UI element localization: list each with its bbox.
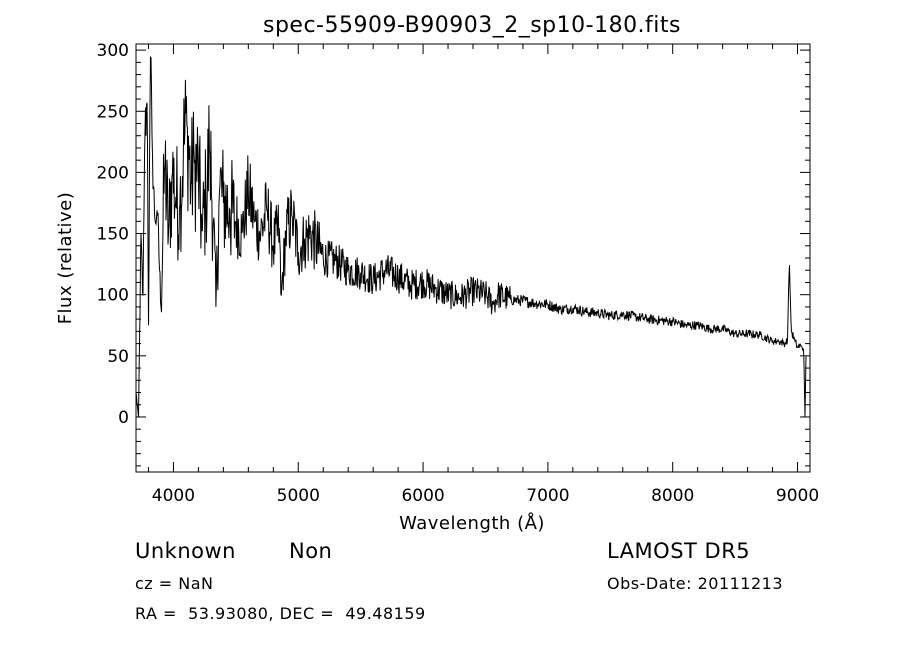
y-axis-label: Flux (relative)	[55, 192, 76, 325]
y-tick-label: 300	[97, 41, 129, 61]
x-axis-label: Wavelength (Å)	[399, 512, 545, 534]
y-tick-label: 150	[97, 225, 129, 245]
x-tick-label: 8000	[651, 486, 694, 506]
plot-frame	[135, 43, 811, 473]
y-tick-label: 50	[107, 347, 129, 367]
y-tick-label: 200	[97, 163, 129, 183]
x-tick-label: 6000	[401, 486, 444, 506]
x-tick-label: 9000	[776, 486, 819, 506]
y-tick-label: 100	[97, 286, 129, 306]
x-axis: 4000 5000 6000 7000 8000 9000	[147, 44, 819, 506]
coordinates: RA = 53.93080, DEC = 49.48159	[135, 604, 426, 623]
x-tick-label: 7000	[526, 486, 569, 506]
x-tick-label: 4000	[152, 486, 195, 506]
obs-date: Obs-Date: 20111213	[607, 574, 784, 593]
y-tick-label: 0	[118, 408, 129, 428]
spectrum-line	[136, 56, 807, 418]
y-tick-label: 250	[97, 102, 129, 122]
redshift-readout: cz = NaN	[135, 574, 214, 593]
survey-name: LAMOST DR5	[607, 539, 751, 563]
x-tick-label: 5000	[277, 486, 320, 506]
object-class: Unknown	[135, 539, 236, 563]
object-subclass: Non	[289, 539, 333, 563]
chart-title: spec-55909-B90903_2_sp10-180.fits	[263, 13, 681, 38]
y-axis: 0 50 100 150 200 250 300	[97, 41, 810, 467]
